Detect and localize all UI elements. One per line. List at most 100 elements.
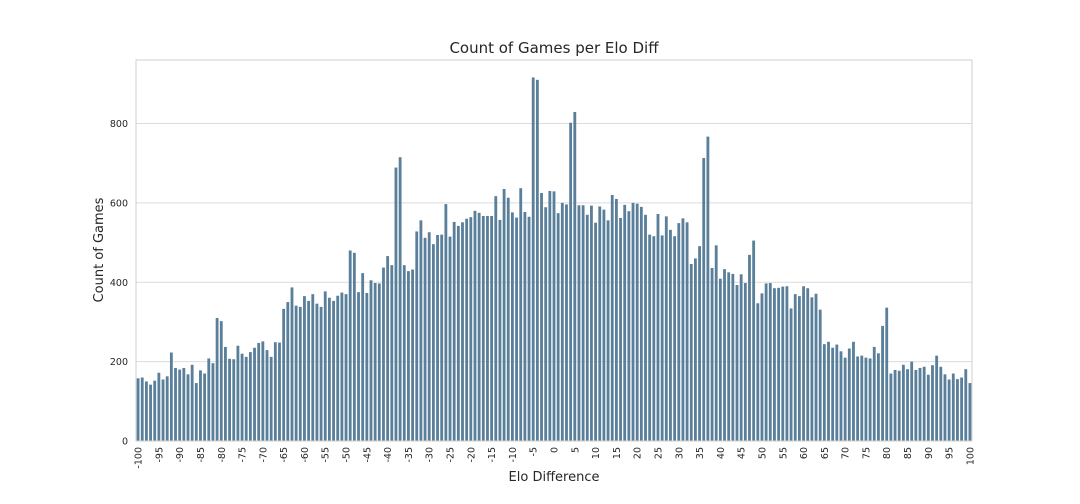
x-tick-label: 80 <box>882 447 893 459</box>
bar <box>889 373 893 441</box>
bar <box>340 292 344 441</box>
bar <box>789 308 793 441</box>
bar <box>785 286 789 441</box>
bar <box>540 192 543 441</box>
x-tick-label: -75 <box>238 447 249 463</box>
bar <box>897 370 901 441</box>
bar <box>527 216 531 441</box>
bar <box>165 376 169 441</box>
bar <box>926 374 930 441</box>
bar <box>386 256 390 441</box>
bar <box>877 353 880 441</box>
bar <box>885 307 889 441</box>
bar <box>810 297 814 441</box>
bar <box>344 294 348 441</box>
bar <box>656 213 660 441</box>
bar <box>552 191 556 441</box>
bar <box>864 357 868 441</box>
bar <box>735 285 739 441</box>
bar <box>369 280 373 441</box>
x-tick-label: -40 <box>383 447 394 463</box>
bar <box>194 383 198 441</box>
bar <box>619 217 622 441</box>
bar <box>515 217 518 441</box>
bar <box>261 341 265 441</box>
bar <box>727 272 731 441</box>
bar <box>365 292 369 441</box>
bar <box>269 356 273 441</box>
bar <box>415 231 419 441</box>
bar <box>935 355 939 441</box>
x-axis-ticks: -100 -95 -90 -85 -80 -75 -70 -65 -60 -55 -50 -45 -40… <box>134 447 977 469</box>
bar <box>614 198 618 441</box>
bar <box>685 222 689 441</box>
bar <box>327 297 331 441</box>
bar <box>818 309 822 441</box>
bar <box>777 287 781 441</box>
bar <box>577 205 581 441</box>
bar <box>648 234 652 442</box>
bar <box>868 358 872 441</box>
x-tick-label: -55 <box>321 447 332 463</box>
bar <box>498 219 502 441</box>
plot-frame <box>135 59 973 442</box>
x-tick-label: -50 <box>342 447 353 463</box>
bar <box>843 357 847 441</box>
bar <box>236 345 240 441</box>
bar <box>918 367 922 441</box>
chart-title: Count of Games per Elo Diff <box>449 39 659 57</box>
bar <box>664 216 668 441</box>
bar <box>481 215 485 441</box>
bar <box>149 384 152 441</box>
bar <box>257 342 261 441</box>
bar <box>323 291 327 441</box>
bar <box>847 348 851 441</box>
bar <box>660 235 664 441</box>
bar <box>901 364 905 441</box>
bar <box>286 302 290 441</box>
bar <box>922 366 926 441</box>
y-axis-label: Count of Games <box>92 197 107 302</box>
bar <box>307 300 311 441</box>
x-tick-label: -15 <box>487 447 498 463</box>
bar <box>631 202 635 442</box>
bar <box>169 352 173 441</box>
bar <box>178 369 182 441</box>
bar <box>710 267 714 441</box>
bar <box>407 271 410 441</box>
bar <box>182 367 186 441</box>
bar <box>960 377 964 441</box>
bar <box>290 287 294 441</box>
bar <box>872 346 876 441</box>
bar <box>743 283 747 441</box>
bar <box>382 267 385 441</box>
x-tick-label: -45 <box>362 447 373 463</box>
y-tick-label: 200 <box>110 357 128 368</box>
bar <box>519 188 523 441</box>
bar <box>373 283 377 441</box>
bar <box>207 358 211 441</box>
bar <box>486 215 489 441</box>
bar <box>199 370 202 441</box>
bar <box>477 212 481 441</box>
bar <box>144 381 148 441</box>
bar <box>797 296 801 441</box>
bar <box>377 283 381 441</box>
x-tick-label: -100 <box>134 447 145 469</box>
x-tick-label: 15 <box>612 447 623 459</box>
bar <box>228 358 231 441</box>
bar <box>731 273 735 441</box>
bar <box>219 321 223 441</box>
bar <box>278 342 281 441</box>
bar <box>465 218 469 441</box>
bar <box>136 378 140 441</box>
bar <box>282 308 286 441</box>
y-tick-label: 600 <box>110 198 128 209</box>
x-tick-label: 25 <box>653 447 664 459</box>
bar <box>294 305 298 441</box>
bar <box>157 372 161 441</box>
bar <box>361 273 365 441</box>
bar <box>253 347 256 441</box>
x-tick-label: 55 <box>778 447 789 459</box>
